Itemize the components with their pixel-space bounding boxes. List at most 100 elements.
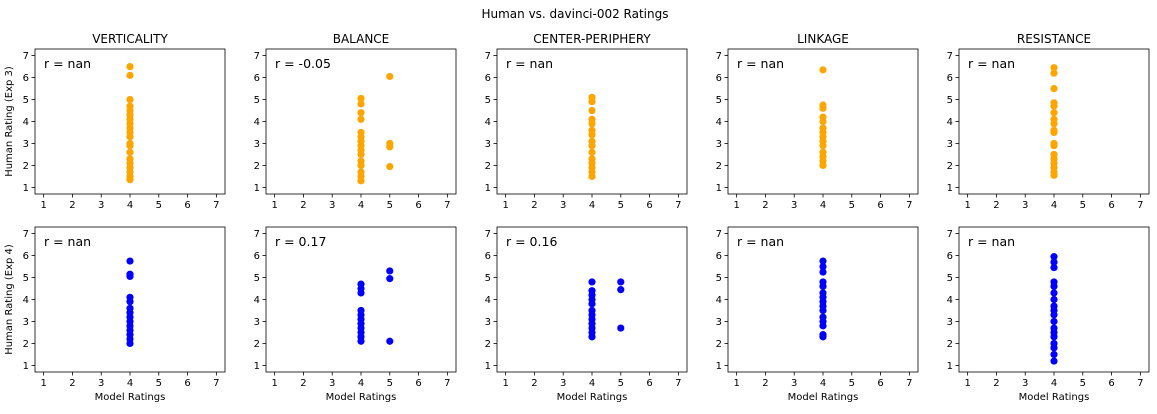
- x-tick-label: 5: [387, 200, 393, 211]
- data-point: [357, 100, 365, 108]
- y-tick-label: 4: [716, 295, 722, 306]
- x-tick-label: 5: [618, 378, 624, 389]
- y-tick-label: 6: [716, 251, 722, 262]
- y-tick-label: 2: [716, 161, 722, 172]
- x-tick-label: 2: [531, 378, 537, 389]
- x-tick-label: 3: [560, 378, 566, 389]
- x-tick-label: 6: [877, 200, 883, 211]
- data-point: [1050, 258, 1058, 266]
- x-tick-label: 6: [415, 378, 421, 389]
- x-tick-label: 6: [646, 200, 652, 211]
- data-point: [617, 286, 625, 294]
- y-tick-label: 3: [254, 139, 260, 150]
- data-point: [126, 339, 134, 348]
- x-tick-label: 5: [156, 200, 162, 211]
- y-tick-label: 1: [485, 361, 491, 372]
- data-point: [1050, 102, 1058, 110]
- x-tick-label: 3: [98, 378, 104, 389]
- data-point: [357, 337, 365, 345]
- subplot-1-3: 1 2 3 4 5 6 7 1 2 3 4 5 6 7 r = nan Model Ratings: [716, 226, 919, 403]
- data-point: [1050, 171, 1058, 179]
- correlation-label: r = nan: [44, 234, 91, 249]
- data-point: [357, 177, 365, 185]
- y-tick-label: 5: [23, 273, 29, 284]
- data-point: [819, 142, 827, 150]
- x-tick-label: 6: [415, 200, 421, 211]
- x-tick-label: 1: [502, 200, 508, 211]
- x-axis-label: Model Ratings: [1019, 392, 1090, 403]
- y-tick-label: 2: [23, 339, 29, 350]
- data-point: [1050, 333, 1058, 341]
- x-tick-label: 1: [964, 378, 970, 389]
- y-tick-label: 1: [254, 183, 260, 194]
- x-tick-label: 3: [791, 200, 797, 211]
- y-tick-label: 7: [716, 51, 722, 62]
- data-point: [126, 62, 134, 71]
- data-point: [386, 337, 394, 345]
- y-tick-label: 5: [254, 95, 260, 106]
- subplot-title: CENTER-PERIPHERY: [533, 32, 651, 46]
- data-point: [357, 289, 365, 297]
- data-point: [126, 298, 134, 306]
- data-point: [819, 282, 827, 290]
- y-tick-label: 4: [254, 117, 260, 128]
- y-tick-label: 7: [485, 229, 491, 240]
- data-point: [126, 176, 134, 184]
- y-tick-label: 2: [947, 339, 953, 350]
- data-point: [1050, 289, 1058, 297]
- correlation-label: r = nan: [44, 56, 91, 71]
- y-tick-label: 6: [716, 73, 722, 84]
- x-tick-label: 7: [213, 200, 219, 211]
- data-point: [1050, 142, 1058, 150]
- x-tick-label: 7: [1137, 378, 1143, 389]
- y-tick-label: 1: [23, 183, 29, 194]
- y-tick-label: 7: [254, 229, 260, 240]
- y-tick-label: 7: [23, 51, 29, 62]
- data-point: [819, 268, 827, 276]
- data-point: [1050, 109, 1058, 117]
- x-tick-label: 2: [531, 200, 537, 211]
- data-point: [588, 172, 596, 181]
- y-tick-label: 2: [485, 161, 491, 172]
- data-point: [1050, 69, 1058, 77]
- correlation-label: r = nan: [737, 56, 784, 71]
- data-point: [386, 275, 394, 283]
- correlation-label: r = 0.17: [275, 234, 326, 249]
- data-point: [588, 278, 596, 286]
- data-point: [1050, 295, 1058, 304]
- x-tick-label: 3: [98, 200, 104, 211]
- y-tick-label: 5: [716, 273, 722, 284]
- y-tick-label: 1: [716, 183, 722, 194]
- data-point: [819, 333, 827, 341]
- x-tick-label: 1: [733, 200, 739, 211]
- figure-suptitle: Human vs. davinci-002 Ratings: [481, 7, 668, 21]
- y-tick-label: 5: [485, 273, 491, 284]
- x-tick-label: 1: [40, 378, 46, 389]
- y-tick-label: 3: [485, 139, 491, 150]
- x-tick-label: 3: [560, 200, 566, 211]
- data-point: [357, 109, 365, 117]
- data-point: [1050, 84, 1058, 93]
- x-tick-label: 7: [444, 200, 450, 211]
- subplot-title: RESISTANCE: [1017, 32, 1091, 46]
- data-point: [126, 148, 134, 156]
- y-tick-label: 7: [254, 51, 260, 62]
- data-point: [819, 257, 827, 265]
- y-tick-label: 2: [485, 339, 491, 350]
- subplot-1-2: 1 2 3 4 5 6 7 1 2 3 4 5 6 7 r = 0.16 Model Ratings: [485, 226, 688, 403]
- x-tick-label: 6: [1108, 200, 1114, 211]
- data-point: [386, 162, 394, 171]
- x-tick-label: 2: [993, 200, 999, 211]
- data-point: [126, 142, 134, 150]
- y-tick-label: 1: [485, 183, 491, 194]
- x-tick-label: 2: [993, 378, 999, 389]
- x-tick-label: 6: [646, 378, 652, 389]
- data-point: [1050, 64, 1058, 72]
- data-point: [357, 161, 365, 170]
- data-point: [126, 95, 134, 104]
- data-point: [126, 133, 134, 141]
